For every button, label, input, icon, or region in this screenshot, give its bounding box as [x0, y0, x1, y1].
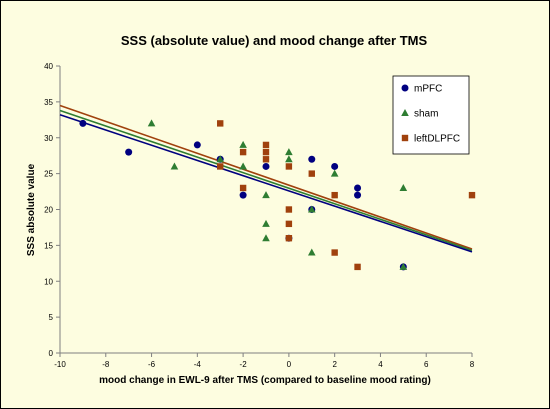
data-point-sham	[170, 162, 179, 170]
data-point-leftDLPFC	[239, 148, 247, 156]
data-point-sham	[239, 162, 247, 170]
y-tick-label: 10	[44, 277, 53, 286]
y-tick-label: 30	[44, 134, 53, 143]
data-point-sham	[285, 148, 293, 156]
data-point-mPFC	[239, 191, 247, 199]
data-point-mPFC	[331, 162, 339, 170]
data-point-mPFC	[262, 162, 270, 170]
legend-marker-leftDLPFC	[401, 134, 409, 142]
data-point-mPFC	[193, 141, 201, 149]
y-tick-label: 35	[44, 98, 53, 107]
data-point-leftDLPFC	[217, 120, 224, 127]
data-point-leftDLPFC	[285, 220, 293, 228]
legend-marker-sham	[401, 109, 409, 116]
data-point-leftDLPFC	[262, 156, 270, 163]
x-tick-label: 6	[424, 360, 429, 369]
data-point-sham	[285, 155, 293, 163]
data-point-sham	[262, 191, 270, 199]
y-tick-label: 0	[49, 349, 54, 358]
x-tick-label: -6	[148, 360, 156, 369]
x-axis-label: mood change in EWL-9 after TMS (compared…	[99, 375, 431, 386]
data-point-leftDLPFC	[239, 184, 247, 192]
x-tick-label: 4	[378, 360, 383, 369]
data-point-leftDLPFC	[331, 249, 338, 256]
x-tick-label: 2	[332, 360, 337, 369]
x-tick-label: 8	[470, 360, 475, 369]
data-point-leftDLPFC	[285, 163, 293, 170]
x-tick-label: -8	[102, 360, 110, 369]
y-tick-label: 5	[49, 313, 54, 322]
data-point-leftDLPFC	[262, 148, 270, 156]
x-tick-label: -2	[240, 360, 248, 369]
legend-label-sham: sham	[414, 109, 438, 120]
data-point-sham	[307, 248, 316, 256]
legend-label-leftDLPFC: leftDLPFC	[414, 134, 460, 145]
legend-marker-mPFC	[401, 84, 409, 92]
legend-label-mPFC: mPFC	[414, 84, 442, 95]
chart-title: SSS (absolute value) and mood change aft…	[120, 33, 428, 48]
x-tick-label: 0	[287, 360, 292, 369]
trendline-sham	[59, 109, 473, 252]
data-point-mPFC	[125, 148, 133, 156]
data-point-sham	[307, 205, 316, 213]
data-point-leftDLPFC	[468, 191, 476, 199]
data-point-sham	[262, 219, 270, 227]
data-point-leftDLPFC	[308, 170, 315, 177]
data-point-sham	[216, 155, 225, 163]
y-tick-label: 20	[44, 206, 53, 215]
trendline-mPFC	[59, 114, 473, 253]
y-tick-label: 15	[44, 241, 53, 250]
trendline-leftDLPFC	[59, 104, 473, 250]
x-tick-label: -4	[194, 360, 202, 369]
data-point-leftDLPFC	[262, 141, 270, 149]
data-point-sham	[239, 140, 247, 148]
data-point-leftDLPFC	[217, 163, 224, 170]
data-point-leftDLPFC	[285, 235, 293, 242]
data-point-sham	[330, 169, 339, 177]
y-tick-label: 40	[44, 62, 53, 71]
y-tick-label: 25	[44, 170, 53, 179]
y-axis-label: SSS absolute value	[26, 163, 37, 256]
data-point-sham	[399, 183, 408, 191]
data-point-leftDLPFC	[354, 263, 361, 271]
data-point-sham	[147, 119, 156, 127]
data-point-mPFC	[308, 155, 316, 163]
data-point-sham	[262, 234, 270, 242]
data-point-mPFC	[354, 184, 362, 192]
data-point-sham	[399, 262, 408, 270]
data-point-mPFC	[354, 191, 362, 199]
x-tick-label: -10	[54, 360, 66, 369]
data-point-leftDLPFC	[285, 206, 293, 213]
data-point-leftDLPFC	[331, 191, 338, 199]
data-point-mPFC	[79, 119, 87, 127]
